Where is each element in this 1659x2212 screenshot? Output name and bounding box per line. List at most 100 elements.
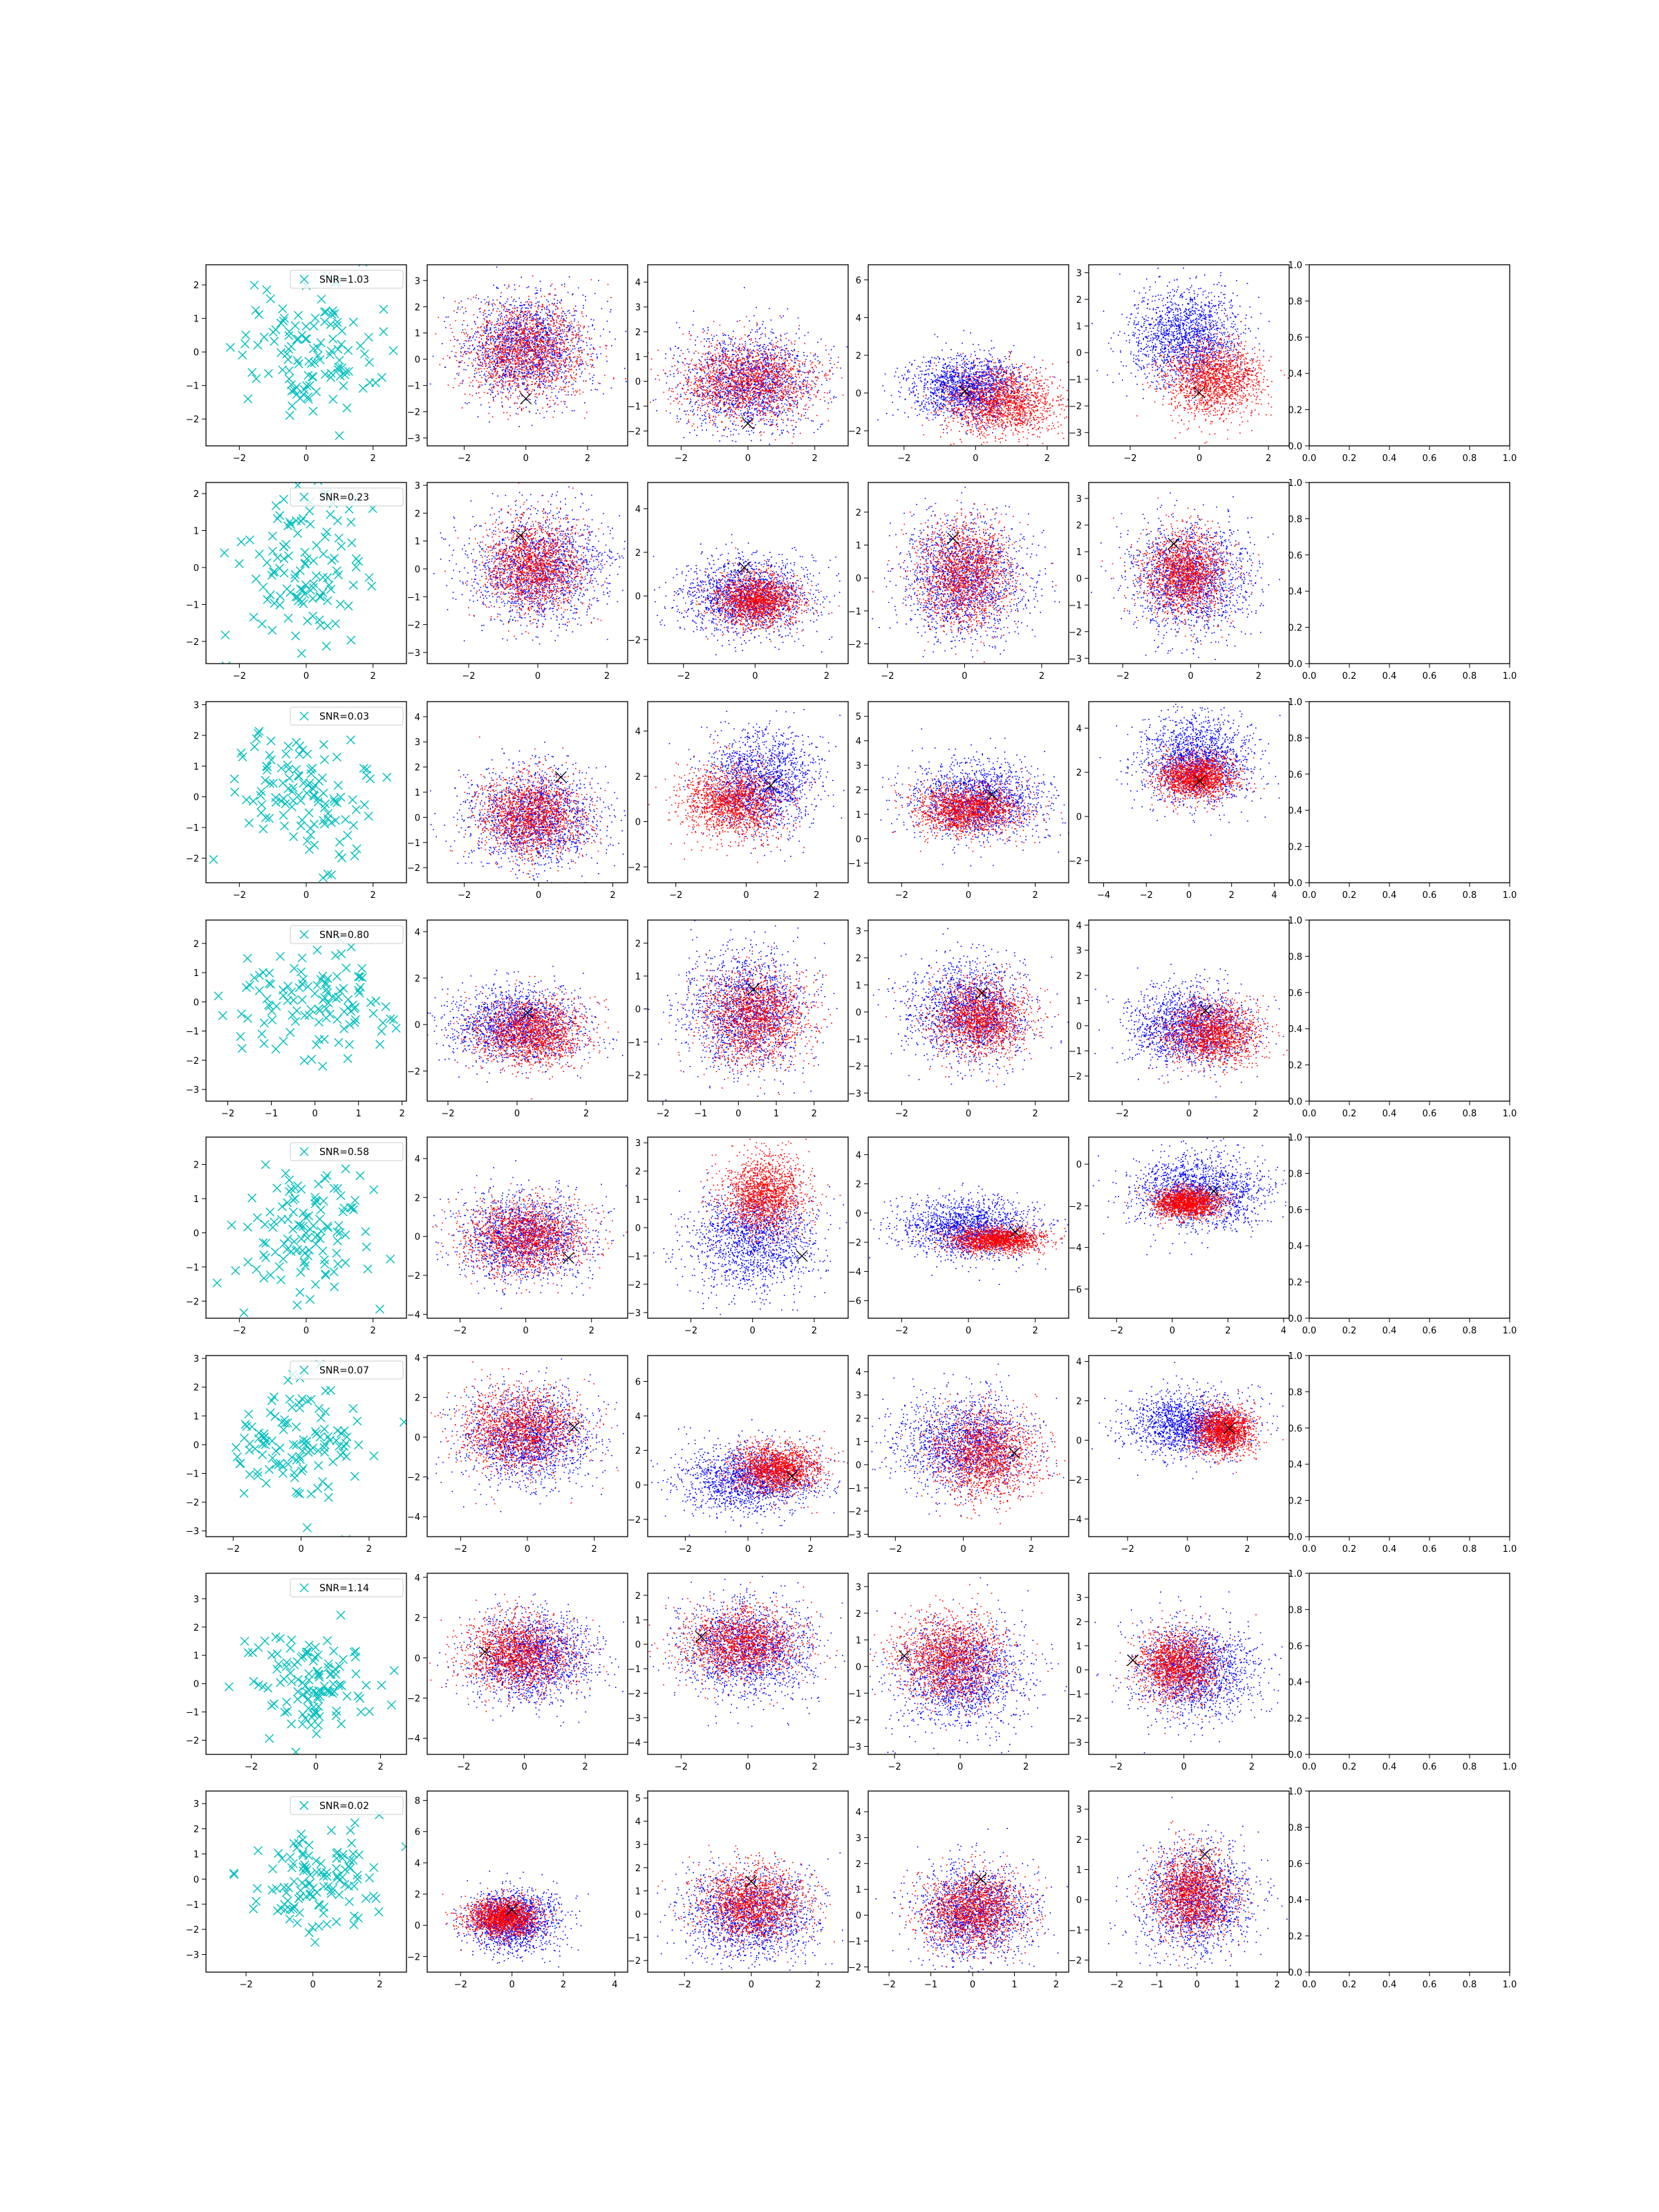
sample-point <box>229 1869 238 1877</box>
sample-point <box>314 1484 322 1492</box>
subplot-r1-c6: 0.0 0.2 0.4 0.6 0.8 1.00.00.20.40.60.81.0 <box>1288 261 1517 464</box>
sample-point <box>295 984 303 992</box>
x-tick-label: 2 <box>604 671 610 682</box>
plot-area <box>1085 1362 1294 1479</box>
sample-point <box>364 333 373 341</box>
x-tick-label: 2 <box>1039 671 1044 682</box>
sample-point <box>333 1237 341 1245</box>
axes-frame <box>1309 1791 1510 1972</box>
sample-point <box>376 1305 384 1313</box>
sample-point <box>317 1414 325 1422</box>
x-tick-label: 2 <box>610 890 615 901</box>
sample-point <box>285 366 294 375</box>
y-tick-label: 0.4 <box>1288 1460 1302 1470</box>
sample-point <box>332 1249 341 1257</box>
sample-point <box>268 626 276 635</box>
y-tick-label: 2 <box>194 281 199 291</box>
y-tick-label: 3 <box>856 1391 861 1401</box>
y-tick-label: 0 <box>1076 1160 1082 1170</box>
sample-point <box>279 1469 287 1477</box>
y-tick-label: −2 <box>186 854 199 864</box>
sample-point <box>287 521 295 529</box>
sample-point <box>231 788 239 796</box>
sample-point <box>319 588 327 597</box>
y-tick-label: 0 <box>635 1640 641 1651</box>
sample-point <box>302 335 310 343</box>
y-tick-label: 0 <box>856 1662 861 1673</box>
y-tick-label: 0 <box>194 348 199 358</box>
axes-frame <box>427 265 628 446</box>
x-tick-label: 2 <box>366 1544 372 1555</box>
axes-frame <box>868 265 1069 446</box>
y-tick-label: 2 <box>856 1414 861 1425</box>
sample-point <box>269 1224 277 1232</box>
sample-point <box>259 583 268 591</box>
y-tick-label: −2 <box>1069 1475 1082 1485</box>
y-tick-label: 0 <box>856 1911 861 1922</box>
y-tick-label: 0.0 <box>1288 1750 1302 1761</box>
sample-point <box>282 750 290 758</box>
blue-points <box>433 470 696 676</box>
y-tick-label: 1 <box>1076 547 1082 558</box>
y-tick-label: −1 <box>848 859 861 870</box>
red-points <box>450 737 608 879</box>
y-tick-label: 2 <box>1076 1618 1082 1628</box>
y-tick-label: −3 <box>1069 654 1082 664</box>
axes-frame <box>648 702 848 883</box>
x-tick-label: 0 <box>1197 453 1202 464</box>
sample-point <box>342 1452 350 1461</box>
sample-point <box>372 1894 380 1902</box>
plot-area <box>411 1344 632 1512</box>
y-tick-label: 1 <box>415 329 420 339</box>
y-tick-label: 0 <box>635 1005 641 1015</box>
sample-point <box>302 322 310 330</box>
x-tick-label: 0 <box>973 453 978 464</box>
sample-point <box>327 1386 335 1394</box>
axes-frame <box>648 482 848 664</box>
sample-point <box>386 1255 395 1263</box>
sample-point <box>321 1174 329 1183</box>
sample-point <box>350 1920 358 1929</box>
y-tick-label: 0.8 <box>1288 514 1302 525</box>
sample-point <box>279 986 287 994</box>
y-tick-label: 2 <box>415 974 420 984</box>
sample-point <box>309 1687 317 1695</box>
subplot-r2-c6: 0.0 0.2 0.4 0.6 0.8 1.00.00.20.40.60.81.0 <box>1288 478 1517 682</box>
sample-point <box>342 1439 350 1447</box>
axes-frame <box>206 265 406 446</box>
blue-points <box>639 1851 867 1981</box>
sample-point <box>274 1849 283 1857</box>
sample-point <box>267 737 275 745</box>
sample-point <box>312 1888 321 1896</box>
x-tick-label: −2 <box>454 1544 467 1555</box>
sample-point <box>258 1030 266 1038</box>
y-tick-label: 1 <box>194 762 199 772</box>
axes-frame <box>1089 265 1289 446</box>
sample-point <box>345 1897 353 1906</box>
sample-point <box>248 1194 256 1202</box>
x-tick-label: 0 <box>957 1762 963 1772</box>
x-tick-label: −2 <box>677 671 690 682</box>
sample-point <box>261 776 270 785</box>
y-tick-label: −4 <box>1069 1244 1082 1254</box>
y-tick-label: 1.0 <box>1288 1351 1302 1362</box>
sample-point <box>342 964 350 973</box>
y-tick-label: 2 <box>415 1890 420 1900</box>
x-tick-label: −2 <box>233 1326 246 1336</box>
y-tick-label: 1 <box>856 1885 861 1895</box>
x-tick-label: 2 <box>1033 1326 1038 1336</box>
x-tick-label: 2 <box>377 1762 383 1772</box>
sample-point <box>276 601 284 609</box>
blue-points <box>877 330 1069 435</box>
plot-area <box>423 259 643 455</box>
y-tick-label: 0.2 <box>1288 1714 1302 1725</box>
y-tick-label: 0.0 <box>1288 1533 1302 1543</box>
legend-label: SNR=0.80 <box>319 930 369 941</box>
sample-point <box>245 1410 253 1418</box>
sample-point <box>295 750 303 758</box>
y-tick-label: −3 <box>1069 1738 1082 1749</box>
sample-point <box>320 308 328 317</box>
